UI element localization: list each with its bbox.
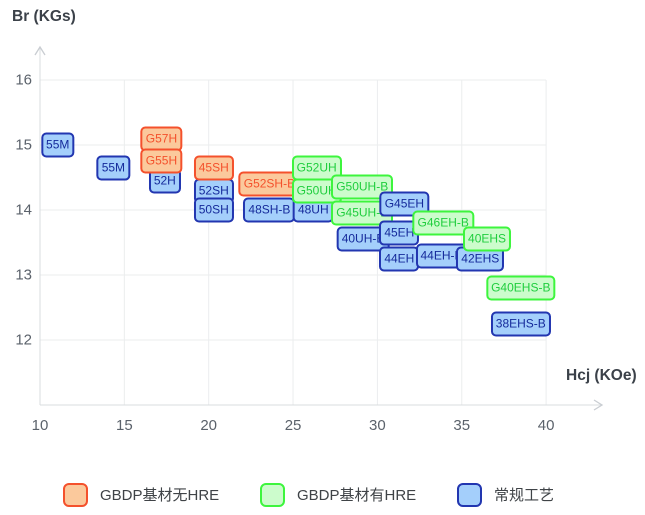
y-tick-16: 16 <box>15 71 32 89</box>
legend-label-blue: 常规工艺 <box>494 487 555 504</box>
grade-box-44eh[interactable]: 44EH <box>379 246 420 272</box>
legend-swatch-green <box>260 482 285 507</box>
legend-swatch-blue <box>457 482 482 507</box>
x-tick-40: 40 <box>537 417 555 434</box>
legend-item-orange[interactable]: GBDP基材无HRE <box>63 482 219 507</box>
y-axis-title: Br (KGs) <box>12 8 76 25</box>
x-axis-title: Hcj (KOe) <box>566 367 637 384</box>
grade-box-g40ehs-b[interactable]: G40EHS-B <box>486 275 556 301</box>
y-tick-13: 13 <box>15 266 32 284</box>
grade-box-45sh[interactable]: 45SH <box>193 155 234 181</box>
y-tick-12: 12 <box>15 331 32 349</box>
grade-box-g52sh-b[interactable]: G52SH-B <box>238 171 301 197</box>
y-tick-15: 15 <box>15 136 32 154</box>
legend-item-blue[interactable]: 常规工艺 <box>457 482 554 507</box>
x-tick-15: 15 <box>116 417 133 434</box>
grade-box-g57h[interactable]: G57H <box>140 126 183 151</box>
grade-box-55m[interactable]: 55M <box>41 132 75 158</box>
x-tick-30: 30 <box>369 417 386 434</box>
x-tick-10: 10 <box>31 417 49 434</box>
grade-box-40ehs[interactable]: 40EHS <box>463 226 512 252</box>
grade-box-50sh[interactable]: 50SH <box>193 197 234 223</box>
legend-label-orange: GBDP基材无HRE <box>100 487 220 504</box>
x-tick-20: 20 <box>200 417 218 434</box>
y-tick-14: 14 <box>15 201 32 219</box>
x-tick-35: 35 <box>453 417 471 434</box>
legend-swatch-orange <box>63 482 88 507</box>
grade-box-38ehs-b[interactable]: 38EHS-B <box>490 311 551 337</box>
legend-label-green: GBDP基材有HRE <box>297 487 417 504</box>
legend-item-green[interactable]: GBDP基材有HRE <box>260 482 416 507</box>
x-tick-25: 25 <box>284 417 302 434</box>
grade-box-g55h[interactable]: G55H <box>140 148 183 174</box>
grade-box-55m[interactable]: 55M <box>96 155 131 181</box>
grade-box-48sh-b[interactable]: 48SH-B <box>243 197 296 223</box>
